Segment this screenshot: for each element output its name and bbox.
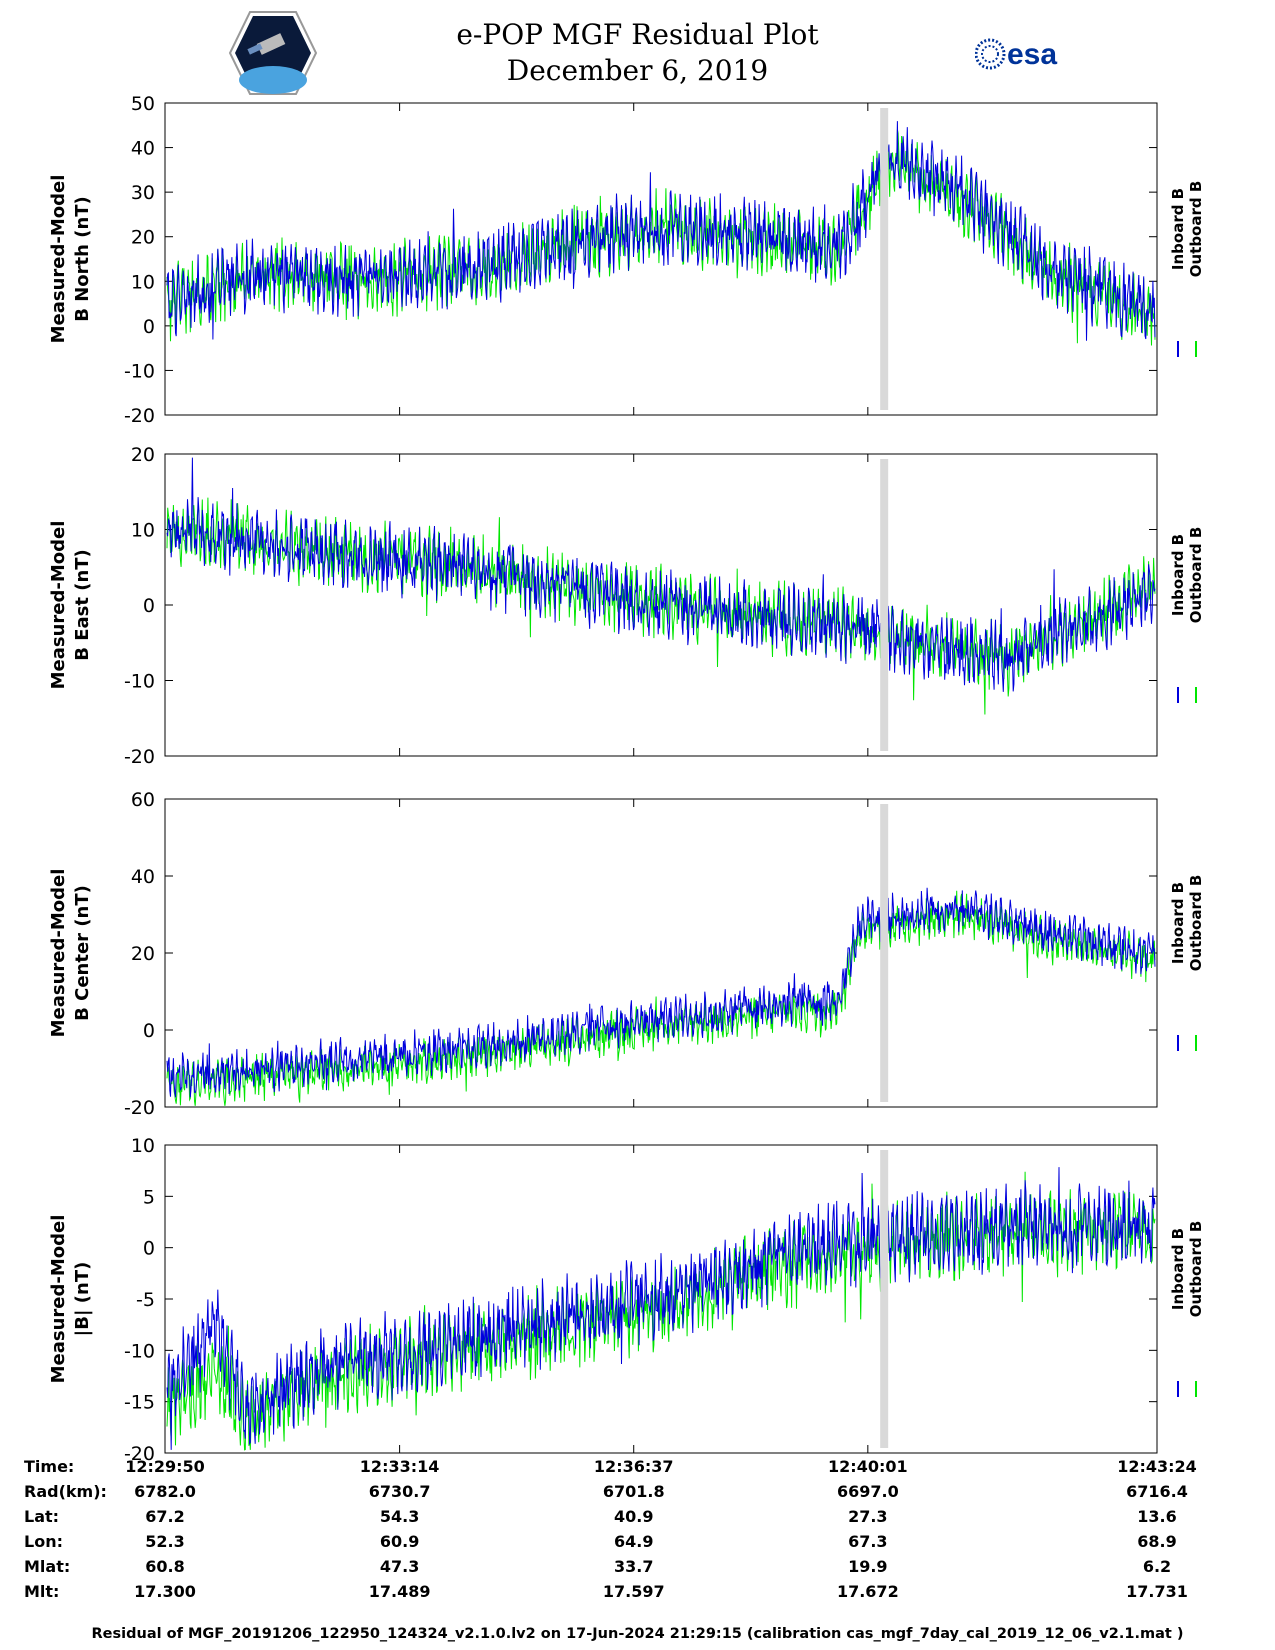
ephemeris-label: Time: <box>24 1457 75 1476</box>
esa-logo-text: esa <box>1007 38 1057 71</box>
y-tick-label: 60 <box>131 789 155 811</box>
y-tick-label: 0 <box>143 316 155 338</box>
chart-date: December 6, 2019 <box>506 54 769 87</box>
legend-outboard-label: Outboard B <box>1187 875 1205 972</box>
y-tick-label: -20 <box>124 1097 155 1119</box>
footer-caption: Residual of MGF_20191206_122950_124324_v… <box>91 1626 1184 1642</box>
y-tick-label: -10 <box>124 671 155 693</box>
ephemeris-value-mlat: 47.3 <box>379 1557 420 1576</box>
ephemeris-value-lat: 13.6 <box>1137 1507 1177 1526</box>
y-axis-label-line1: Measured-Model <box>48 1215 69 1384</box>
ephemeris-value-mlt: 17.597 <box>602 1582 665 1601</box>
y-tick-label: 50 <box>131 93 155 115</box>
ephemeris-value-rad: 6701.8 <box>602 1482 665 1501</box>
ephemeris-value-lat: 27.3 <box>848 1507 888 1526</box>
plot-frame <box>164 798 1158 1108</box>
data-gap-bar <box>880 1150 889 1448</box>
chart-panel-4: -20 -15 -10 -5 0 5 10 Measured-Model |B| (nT) Inb… <box>48 1135 1205 1465</box>
ephemeris-label: Rad(km): <box>24 1482 107 1501</box>
y-tick-label: -20 <box>124 405 155 427</box>
ephemeris-label: Mlat: <box>24 1557 71 1576</box>
y-tick-label: 0 <box>143 595 155 617</box>
series-line-inboard <box>166 457 1156 692</box>
y-tick-label: 20 <box>131 444 155 466</box>
y-axis-label-line2: B Center (nT) <box>72 885 93 1021</box>
y-axis-label-line2: B North (nT) <box>72 196 93 322</box>
y-axis-label-line1: Measured-Model <box>48 175 69 344</box>
ephemeris-value-rad: 6716.4 <box>1126 1482 1188 1501</box>
legend-outboard-label: Outboard B <box>1187 1221 1205 1318</box>
data-gap-bar <box>880 459 889 751</box>
ephemeris-value-mlat: 19.9 <box>848 1557 888 1576</box>
y-tick-label: 40 <box>131 138 155 160</box>
ephemeris-value-lon: 68.9 <box>1137 1532 1177 1551</box>
ephemeris-value-mlt: 17.489 <box>368 1582 431 1601</box>
legend-outboard-label: Outboard B <box>1187 181 1205 278</box>
y-tick-label: -10 <box>124 360 155 382</box>
legend-inboard-label: Inboard B <box>1169 1228 1187 1310</box>
y-tick-label: 30 <box>131 182 155 204</box>
y-tick-label: -20 <box>124 746 155 768</box>
ephemeris-label: Mlt: <box>24 1582 60 1601</box>
ephemeris-value-rad: 6697.0 <box>836 1482 899 1501</box>
data-gap-bar <box>880 804 889 1102</box>
legend-inboard-label: Inboard B <box>1169 882 1187 964</box>
ephemeris-value-mlat: 60.8 <box>145 1557 185 1576</box>
y-tick-label: 10 <box>131 271 155 293</box>
y-tick-label: -5 <box>136 1289 155 1311</box>
y-tick-label: -20 <box>124 1443 155 1465</box>
ephemeris-value-mlt: 17.672 <box>836 1582 899 1601</box>
ephemeris-value-mlat: 6.2 <box>1142 1557 1172 1576</box>
ephemeris-value-lat: 67.2 <box>145 1507 185 1526</box>
y-axis-label-line2: B East (nT) <box>72 549 93 661</box>
ephemeris-value-time: 12:33:14 <box>359 1457 440 1476</box>
ephemeris-value-lon: 60.9 <box>379 1532 420 1551</box>
chart-panel-1: -20 -10 0 10 20 30 40 50 Measured-Model B North (… <box>48 93 1205 427</box>
y-axis-label-line1: Measured-Model <box>48 869 69 1038</box>
y-axis-label-line1: Measured-Model <box>48 521 69 690</box>
y-axis-label-line2: |B| (nT) <box>72 1262 93 1337</box>
ephemeris-value-rad: 6730.7 <box>368 1482 431 1501</box>
ephemeris-value-mlat: 33.7 <box>613 1557 654 1576</box>
y-tick-label: 10 <box>131 520 155 542</box>
chart-title: e-POP MGF Residual Plot <box>456 18 819 51</box>
ephemeris-value-time: 12:43:24 <box>1117 1457 1197 1476</box>
y-tick-label: 10 <box>131 1135 155 1157</box>
esa-logo-icon: esa <box>975 38 1057 71</box>
data-gap-bar <box>880 108 889 410</box>
ephemeris-value-mlt: 17.300 <box>134 1582 196 1601</box>
ephemeris-value-lon: 52.3 <box>145 1532 185 1551</box>
ephemeris-value-time: 12:36:37 <box>593 1457 674 1476</box>
legend-inboard-label: Inboard B <box>1169 188 1187 270</box>
ephemeris-value-lon: 64.9 <box>613 1532 654 1551</box>
chart-panel-2: -20 -10 0 10 20 Measured-Model B East (nT) Inbo… <box>48 444 1205 768</box>
ephemeris-value-mlt: 17.731 <box>1126 1582 1188 1601</box>
ephemeris-value-time: 12:29:50 <box>125 1457 205 1476</box>
y-tick-label: -15 <box>124 1392 155 1414</box>
legend-inboard-label: Inboard B <box>1169 534 1187 616</box>
y-tick-label: 0 <box>143 1020 155 1042</box>
ephemeris-value-lat: 40.9 <box>613 1507 654 1526</box>
legend-outboard-label: Outboard B <box>1187 527 1205 624</box>
y-tick-label: -10 <box>124 1340 155 1362</box>
chart-panel-3: -20 0 20 40 60 Measured-Model B Center (nT) Inb… <box>48 789 1205 1119</box>
series-line-inboard <box>166 121 1156 341</box>
y-tick-label: 5 <box>143 1186 155 1208</box>
ephemeris-value-rad: 6782.0 <box>134 1482 196 1501</box>
y-tick-label: 20 <box>131 227 155 249</box>
series-line-inboard <box>166 1167 1156 1450</box>
ephemeris-value-lat: 54.3 <box>379 1507 420 1526</box>
ephemeris-label: Lon: <box>24 1532 63 1551</box>
y-tick-label: 40 <box>131 866 155 888</box>
y-tick-label: 0 <box>143 1238 155 1260</box>
ephemeris-value-lon: 67.3 <box>848 1532 888 1551</box>
ephemeris-value-time: 12:40:01 <box>828 1457 908 1476</box>
y-tick-label: 20 <box>131 943 155 965</box>
series-line-inboard <box>166 887 1156 1098</box>
cassiope-logo-icon <box>228 11 318 95</box>
ephemeris-label: Lat: <box>24 1507 60 1526</box>
